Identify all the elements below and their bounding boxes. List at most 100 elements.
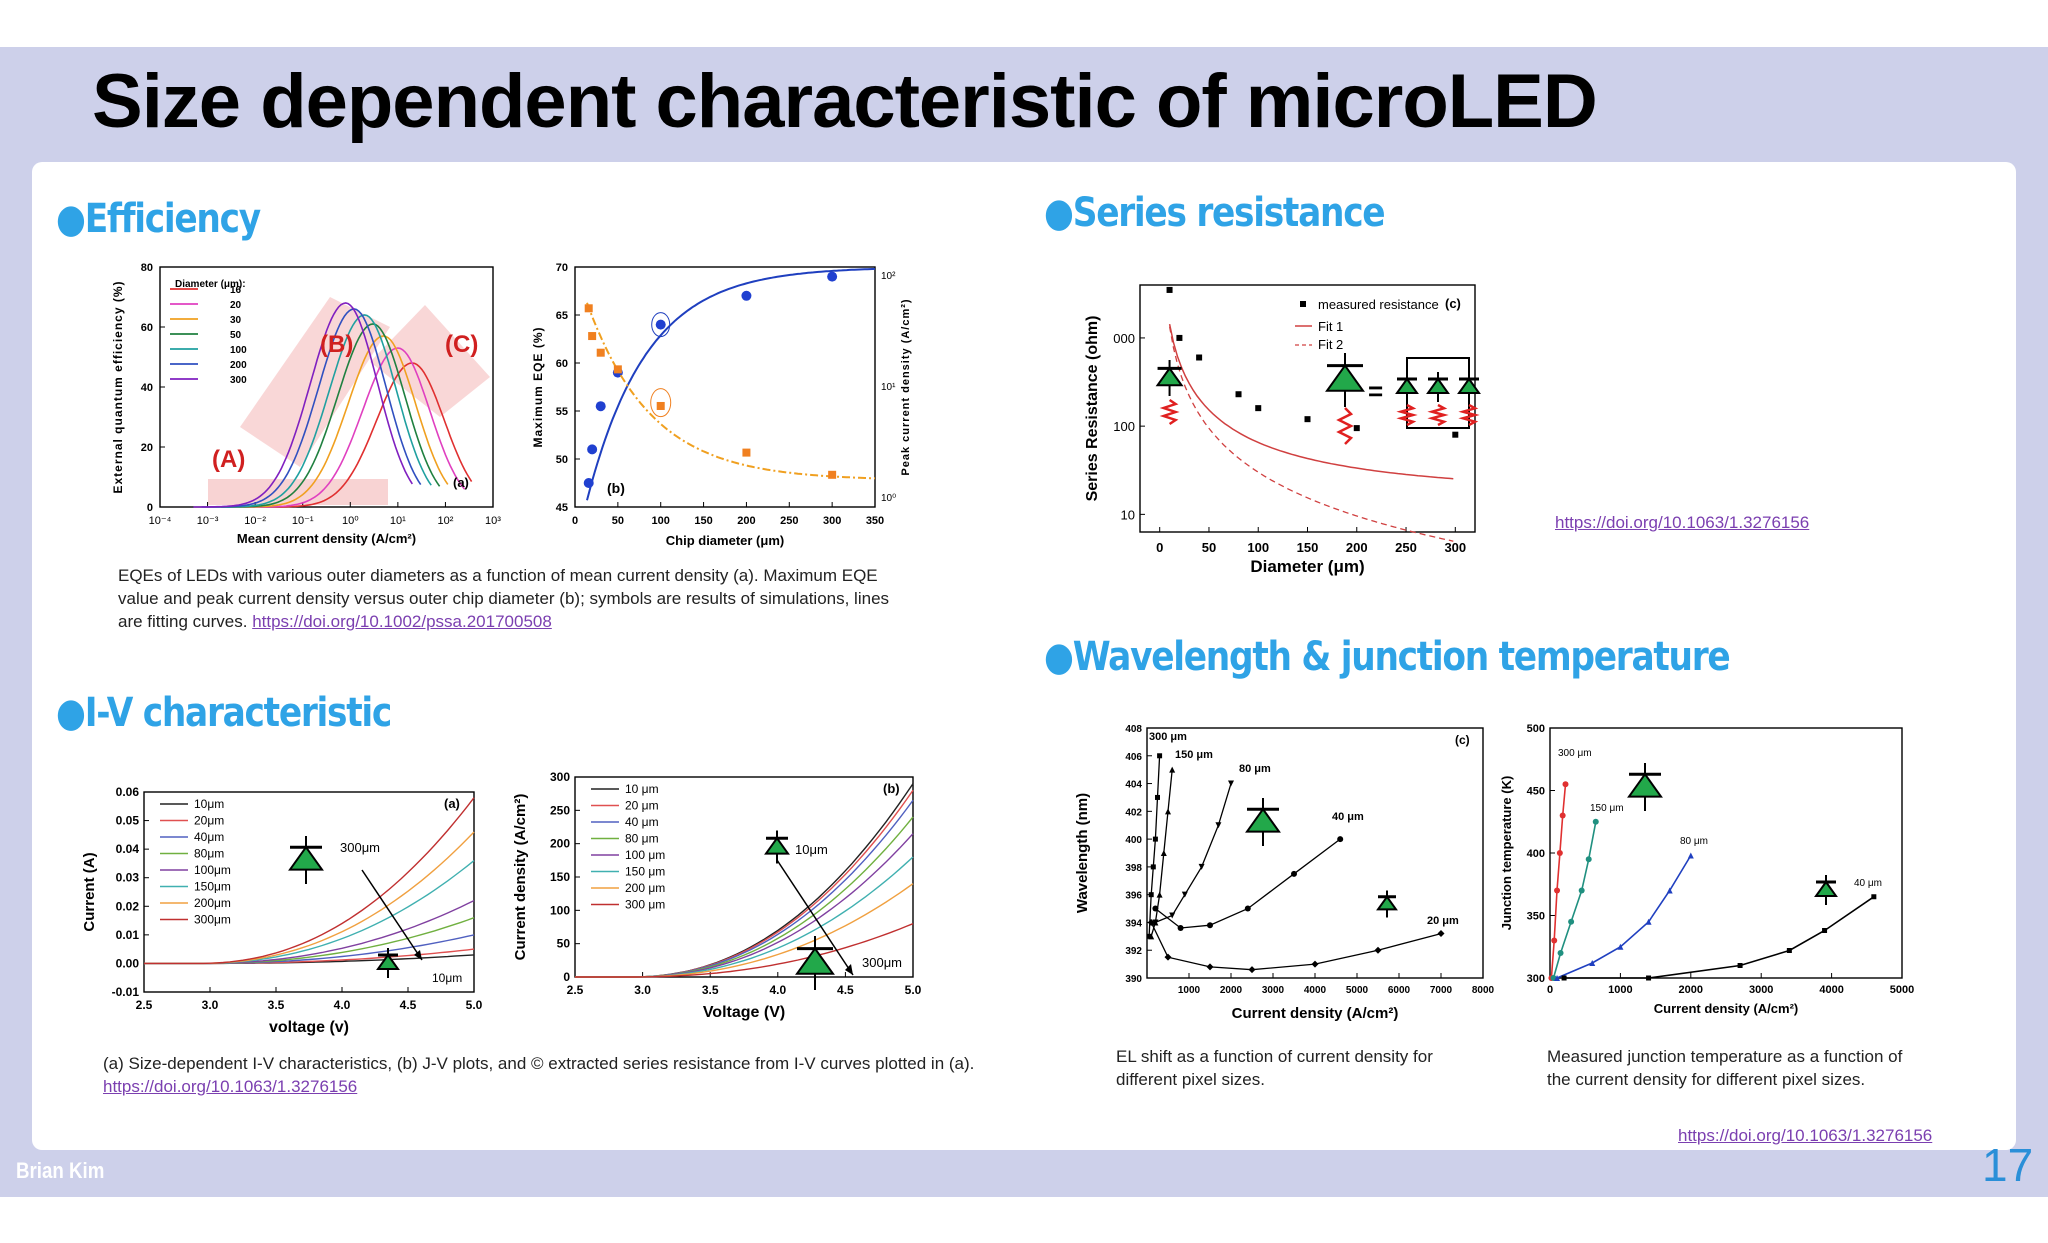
jt-point xyxy=(1585,856,1592,863)
iv-legend-label: 80μm xyxy=(194,847,224,861)
jt-xtick-label: 0 xyxy=(1547,984,1553,996)
iv-xtick-label: 2.5 xyxy=(136,998,153,1012)
jt-xlabel: Current density (A/cm²) xyxy=(1654,1001,1798,1016)
wl-point xyxy=(1148,933,1155,940)
maxeqe-ytick-label: 55 xyxy=(556,406,568,418)
wl-ytick-label: 398 xyxy=(1125,863,1142,874)
section-iv: ●I-V characteristic xyxy=(56,690,392,736)
iv-ytick-label: 0.03 xyxy=(116,871,140,885)
wl-xtick-label: 5000 xyxy=(1346,985,1369,996)
wavelength-doi-link[interactable]: https://doi.org/10.1063/1.3276156 xyxy=(1678,1126,1933,1145)
maxeqe-xtick-label: 200 xyxy=(737,515,755,527)
wl-annot-40: 40 μm xyxy=(1332,811,1364,823)
eqe-ytick-label: 20 xyxy=(141,442,153,454)
jt-point xyxy=(1559,812,1566,819)
series-doi-link[interactable]: https://doi.org/10.1063/1.3276156 xyxy=(1555,513,1810,532)
wl-ytick-label: 396 xyxy=(1125,891,1142,902)
eqe-ylabel: External quantum efficiency (%) xyxy=(111,280,125,493)
maxeqe-point xyxy=(741,290,752,301)
wl-point xyxy=(1150,864,1156,870)
jv-led-small-triangle xyxy=(764,836,790,855)
maxeqe-point xyxy=(655,319,666,330)
jv-ytick-label: 150 xyxy=(550,870,570,884)
efficiency-doi-link[interactable]: https://doi.org/10.1002/pssa.201700508 xyxy=(252,612,552,631)
jt-ytick-label: 350 xyxy=(1527,911,1545,923)
jt-point xyxy=(1592,818,1599,825)
wavelength-caption-link: https://doi.org/10.1063/1.3276156 xyxy=(1678,1124,1932,1147)
jt-point xyxy=(1554,975,1561,981)
maxeqe-ytick-right-label: 10⁰ xyxy=(881,493,896,504)
jv-xtick-label: 3.5 xyxy=(702,983,719,997)
eqe-xtick-label: 10⁻¹ xyxy=(292,515,314,527)
wl-series-3 xyxy=(1155,838,1341,929)
jt-ytick-label: 400 xyxy=(1527,848,1545,860)
iv-legend-label: 20μm xyxy=(194,814,224,828)
jt-ylabel: Junction temperature (K) xyxy=(1499,776,1514,931)
wavelength-chart: 1000 2000 3000 4000 5000 6000 7000 8000 390 392 39… xyxy=(1074,724,1495,1022)
eqe-legend-label: 30 xyxy=(230,315,242,326)
iv-caption-text: (a) Size-dependent I-V characteristics, … xyxy=(103,1054,975,1073)
maxeqe-current-point xyxy=(584,304,593,313)
jt-point xyxy=(1666,887,1673,894)
sr-xtick-label: 100 xyxy=(1247,540,1269,555)
eqe-series-100 xyxy=(212,314,432,508)
wl-ytick-label: 406 xyxy=(1125,752,1142,763)
jv-ylabel: Current density (A/cm²) xyxy=(512,794,529,961)
sr-ytick-label: 000 xyxy=(1113,331,1135,346)
iv-series xyxy=(144,797,475,965)
sr-led-parallel-1-triangle xyxy=(1426,377,1450,394)
jt-point xyxy=(1687,852,1694,859)
sr-legend-label: measured resistance xyxy=(1318,297,1439,312)
sr-legend-label: Fit 1 xyxy=(1318,319,1343,334)
junction-caption: Measured junction temperature as a funct… xyxy=(1547,1047,1903,1089)
wl-ytick-label: 402 xyxy=(1125,807,1142,818)
maxeqe-ytick-label: 50 xyxy=(556,454,568,466)
wl-point xyxy=(1146,933,1152,939)
wl-point xyxy=(1157,753,1163,759)
jv-chart: 2.5 3.0 3.5 4.0 4.5 5.0 0 50 100 150 200 250 300 Volt… xyxy=(512,770,922,1021)
iv-arrow xyxy=(361,869,423,961)
eqe-legend-label: 100 xyxy=(230,345,247,356)
jv-series xyxy=(575,923,914,978)
jv-arrow xyxy=(776,859,854,976)
iv-xlabel: voltage (v) xyxy=(269,1019,349,1036)
jt-xtick-label: 5000 xyxy=(1890,984,1914,996)
wl-point xyxy=(1164,953,1172,961)
eqe-series-20 xyxy=(245,347,466,508)
sr-resistor-large xyxy=(1336,407,1354,445)
maxeqe-point xyxy=(595,401,606,412)
wl-point xyxy=(1148,892,1154,898)
wl-point xyxy=(1248,966,1256,974)
sr-ylabel: Series Resistance (ohm) xyxy=(1084,316,1101,502)
iv-ytick-label: 0.00 xyxy=(116,956,140,970)
wl-point xyxy=(1437,930,1445,938)
iv-doi-link[interactable]: https://doi.org/10.1063/1.3276156 xyxy=(103,1077,358,1096)
jt-annot-300: 300 μm xyxy=(1558,748,1592,759)
jv-arrow-head xyxy=(845,964,853,975)
maxeqe-current-point xyxy=(596,348,605,357)
wl-led-large-triangle xyxy=(1245,807,1281,833)
maxeqe-point xyxy=(583,478,594,488)
jt-point xyxy=(1617,943,1624,950)
jt-point xyxy=(1822,928,1828,933)
iv-xtick-label: 5.0 xyxy=(466,998,483,1012)
wl-series-2 xyxy=(1155,783,1232,924)
maxeqe-xtick-label: 0 xyxy=(572,515,578,527)
maxeqe-current-fit xyxy=(586,302,875,480)
wl-point xyxy=(1207,922,1213,929)
jv-ytick-label: 300 xyxy=(550,770,570,784)
sr-point xyxy=(1235,391,1242,398)
sr-resistor-small xyxy=(1159,398,1180,426)
jt-ytick-label: 450 xyxy=(1527,786,1545,798)
maxeqe-circle-blue xyxy=(651,312,671,338)
jv-ytick-label: 200 xyxy=(550,837,570,851)
sr-led-parallel-2-triangle xyxy=(1457,377,1481,394)
wl-xtick-label: 3000 xyxy=(1262,985,1285,996)
sr-xtick-label: 250 xyxy=(1395,540,1417,555)
jv-xtick-label: 3.0 xyxy=(634,983,651,997)
maxeqe-frame xyxy=(574,266,876,508)
wl-ytick-label: 390 xyxy=(1125,974,1142,985)
el-shift-caption: EL shift as a function of current densit… xyxy=(1116,1047,1433,1089)
eqe-xtick-label: 10⁻² xyxy=(244,515,266,527)
wl-point xyxy=(1206,963,1214,971)
